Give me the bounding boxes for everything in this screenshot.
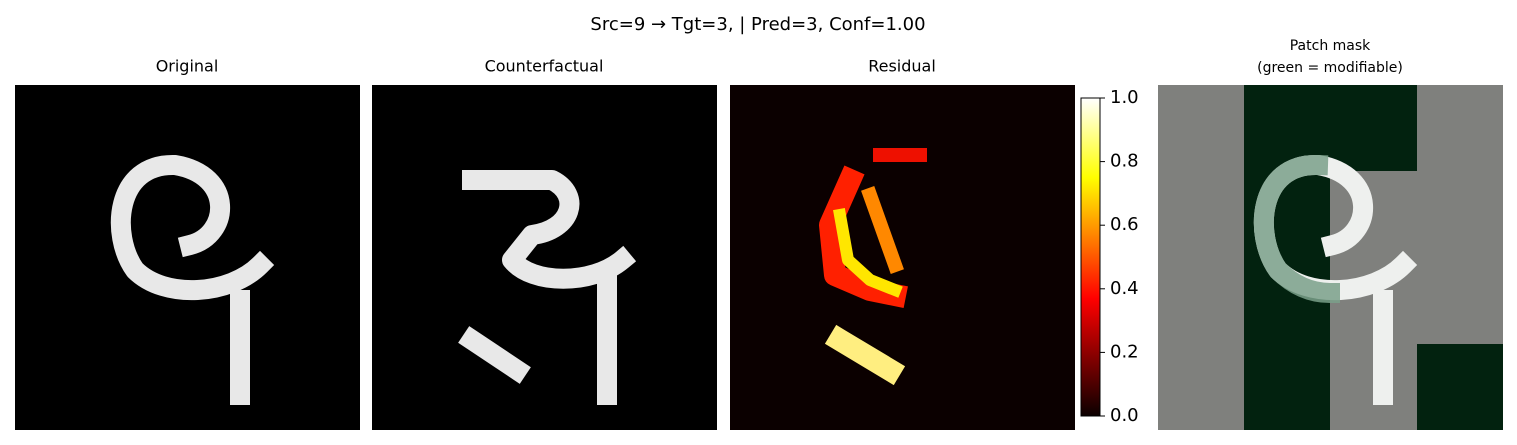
counterfactual-image — [372, 85, 717, 430]
residual-image — [730, 85, 1075, 430]
colorbar-tick-label: 0.2 — [1110, 341, 1139, 362]
colorbar-tick-label: 1.0 — [1110, 87, 1139, 108]
panel-title: Patch mask — [1290, 38, 1371, 54]
colorbar-tick-label: 0.6 — [1110, 214, 1139, 235]
patch-mask-image — [1158, 85, 1503, 430]
original-image — [15, 85, 360, 430]
colorbar-tick-label: 0.4 — [1110, 278, 1139, 299]
figure-title: Src=9 → Tgt=3, | Pred=3, Conf=1.00 — [590, 14, 925, 35]
panel-subtitle: (green = modifiable) — [1257, 60, 1403, 76]
colorbar-tick-label: 0.8 — [1110, 151, 1139, 172]
panel-title: Residual — [868, 57, 936, 76]
panel-title: Original — [156, 57, 219, 76]
panel-title: Counterfactual — [485, 57, 604, 76]
colorbar-tick-label: 0.0 — [1110, 405, 1139, 426]
colorbar — [1080, 97, 1101, 417]
